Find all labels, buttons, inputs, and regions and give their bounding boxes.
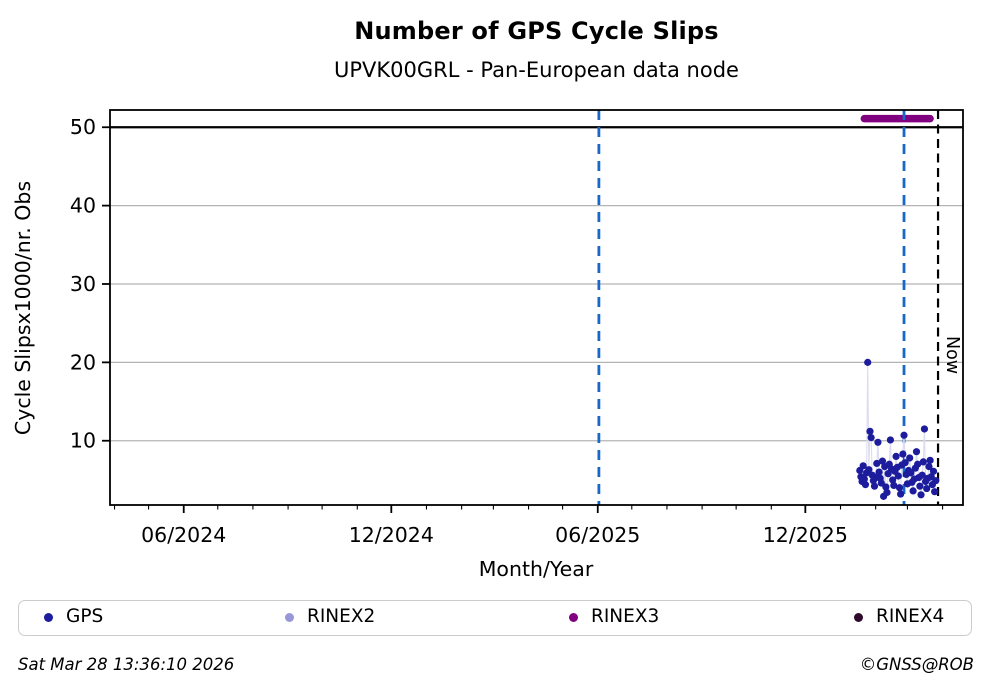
gps-point <box>900 431 908 439</box>
gps-point <box>874 438 882 446</box>
legend-item-rinex4: RINEX4 <box>854 601 944 634</box>
gps-point <box>894 472 902 480</box>
gps-marker-icon <box>44 613 53 622</box>
gps-point <box>901 459 909 467</box>
plot-border <box>109 109 964 506</box>
gps-point <box>899 450 907 458</box>
x-tick-label: 12/2024 <box>349 523 434 547</box>
y-tick-label: 30 <box>70 272 96 296</box>
cycle-slips-chart: 06/2024 12/2024 06/2025 12/2025 10 20 30 40 50 M… <box>11 109 964 581</box>
legend-label-rinex3: RINEX3 <box>591 606 660 628</box>
gps-point <box>878 457 887 465</box>
legend-item-rinex3: RINEX3 <box>569 601 659 634</box>
rinex4-marker-icon <box>854 613 863 622</box>
gps-point <box>864 358 872 366</box>
gps-point <box>866 427 874 435</box>
gps-point <box>925 462 933 471</box>
legend-item-rinex2: RINEX2 <box>285 601 375 634</box>
gps-point <box>914 460 922 468</box>
gps-point <box>919 458 927 466</box>
gps-point <box>916 482 924 490</box>
gps-point <box>918 471 926 479</box>
gps-point <box>926 456 934 464</box>
legend-label-rinex4: RINEX4 <box>876 606 945 628</box>
gps-point <box>861 481 870 489</box>
gps-point <box>906 454 914 462</box>
gps-point <box>886 436 895 444</box>
y-tick-label: 50 <box>70 115 96 139</box>
x-axis-label: Month/Year <box>479 557 594 581</box>
gps-point <box>929 467 938 475</box>
y-tick-label: 40 <box>70 194 96 218</box>
gps-point <box>889 476 897 484</box>
rinex2-marker-icon <box>285 613 294 622</box>
gps-point <box>873 459 881 468</box>
x-tick-label: 06/2024 <box>141 523 226 547</box>
y-tick-label: 20 <box>70 350 96 374</box>
gps-point <box>892 452 900 461</box>
gps-point <box>882 483 890 491</box>
y-axis-label: Cycle Slipsx1000/nr. Obs <box>11 181 35 435</box>
y-tick-label: 10 <box>70 429 96 453</box>
gps-point <box>920 425 929 433</box>
gps-point <box>867 433 875 442</box>
plot-area: 06/2024 12/2024 06/2025 12/2025 10 20 30 40 50 <box>70 109 964 547</box>
gps-point <box>865 466 873 474</box>
plot-timestamp: Sat Mar 28 13:36:10 2026 <box>18 655 235 674</box>
x-tick-label: 06/2025 <box>555 523 640 547</box>
credit-text: ©GNSS@ROB <box>859 655 974 674</box>
gps-point <box>860 475 868 483</box>
chart-title: Number of GPS Cycle Slips <box>354 17 719 45</box>
gps-point <box>932 477 940 485</box>
gps-point <box>883 488 891 497</box>
legend-label-gps: GPS <box>66 606 104 628</box>
gps-point <box>912 448 921 456</box>
chart-subtitle: UPVK00GRL - Pan-European data node <box>334 58 739 82</box>
legend-item-gps: GPS <box>44 601 103 634</box>
gps-point <box>909 487 917 495</box>
legend: GPS RINEX2 RINEX3 RINEX4 <box>18 600 972 636</box>
gps-point <box>875 468 883 476</box>
gps-point <box>859 462 867 470</box>
now-line-label: Now <box>942 336 962 374</box>
gps-point <box>907 469 915 477</box>
gps-point <box>890 481 898 490</box>
gps-point <box>895 484 904 492</box>
gps-point <box>931 488 939 496</box>
gps-point <box>917 491 925 499</box>
x-tick-label: 12/2025 <box>763 523 848 547</box>
gps-point <box>870 482 879 490</box>
legend-label-rinex2: RINEX2 <box>307 606 376 628</box>
rinex3-marker-icon <box>569 613 578 622</box>
gps-point <box>897 490 905 498</box>
gps-point <box>923 484 931 493</box>
